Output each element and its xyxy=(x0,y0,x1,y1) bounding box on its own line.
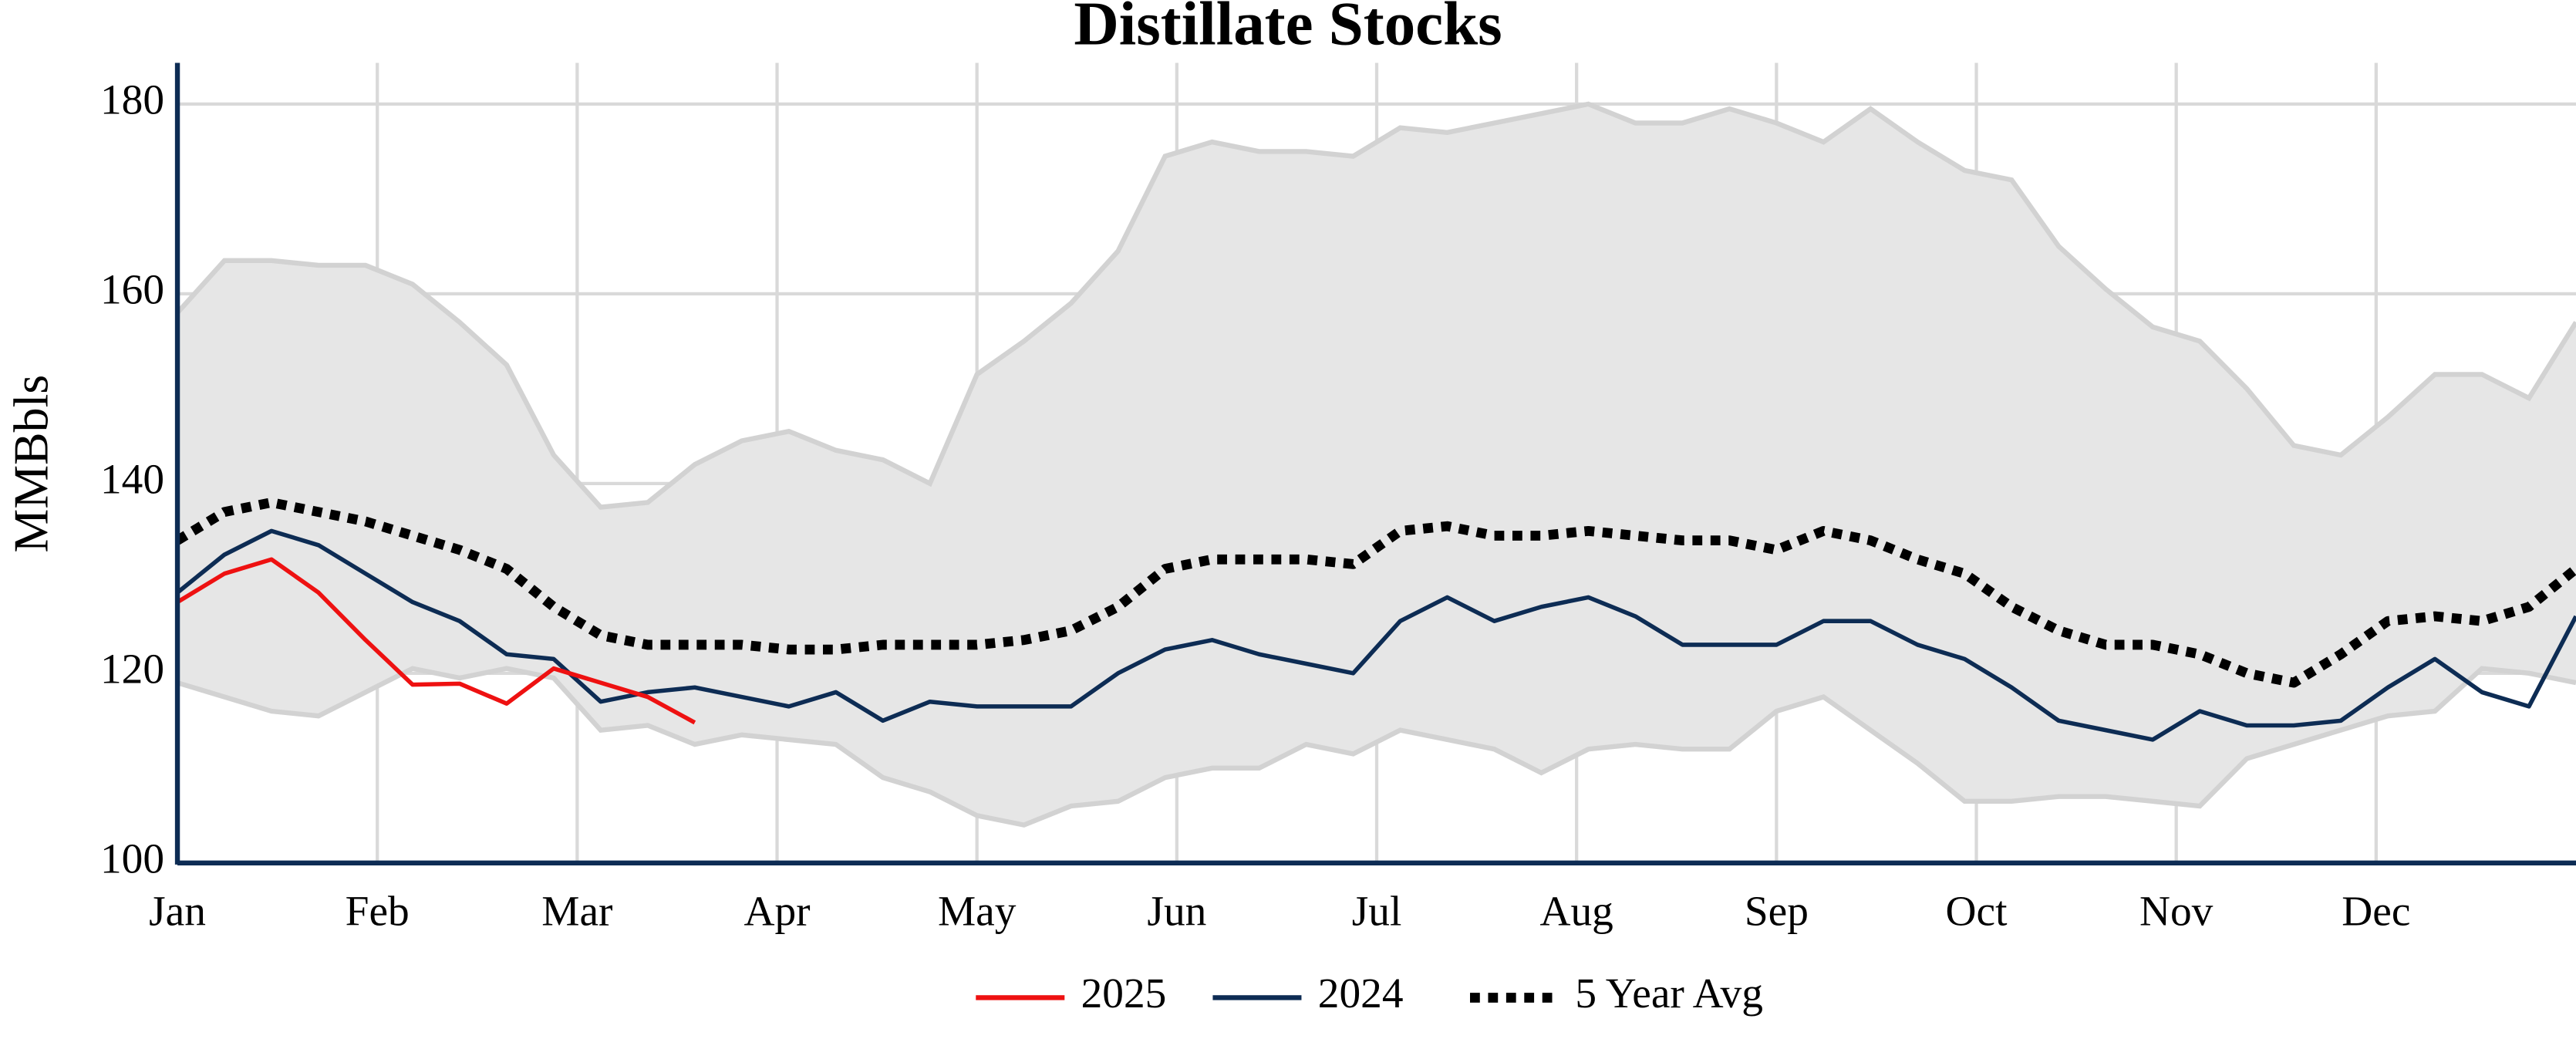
x-tick-label: Apr xyxy=(743,888,810,935)
series-line xyxy=(177,528,2576,742)
y-tick-label: 160 xyxy=(100,266,164,313)
y-tick-label: 140 xyxy=(100,456,164,503)
y-tick-label: 120 xyxy=(100,646,164,693)
y-axis-label: MMBbls xyxy=(4,375,59,553)
range-min-line xyxy=(177,666,2576,828)
legend-label: 5 Year Avg xyxy=(1575,970,1763,1017)
x-tick-label: Jul xyxy=(1352,888,1402,935)
range-max-line xyxy=(177,101,2576,510)
y-tick-label: 180 xyxy=(100,76,164,123)
x-tick-label: May xyxy=(938,888,1017,935)
x-tick-label: Mar xyxy=(541,888,612,935)
series-line xyxy=(177,557,696,725)
x-tick-label: Oct xyxy=(1946,888,2008,935)
chart-title: Distillate Stocks xyxy=(1074,0,1502,58)
legend-label: 2024 xyxy=(1318,970,1404,1017)
x-tick-label: Jun xyxy=(1147,888,1206,935)
x-tick-label: Nov xyxy=(2139,888,2214,935)
x-tick-label: Dec xyxy=(2342,888,2410,935)
x-tick-label: Sep xyxy=(1745,888,1809,935)
legend-label: 2025 xyxy=(1081,970,1167,1017)
x-tick-label: Feb xyxy=(346,888,410,935)
series-line xyxy=(177,498,2576,688)
x-tick-label: Jan xyxy=(149,888,206,935)
y-tick-label: 100 xyxy=(100,835,164,882)
x-tick-label: Aug xyxy=(1540,888,1613,935)
